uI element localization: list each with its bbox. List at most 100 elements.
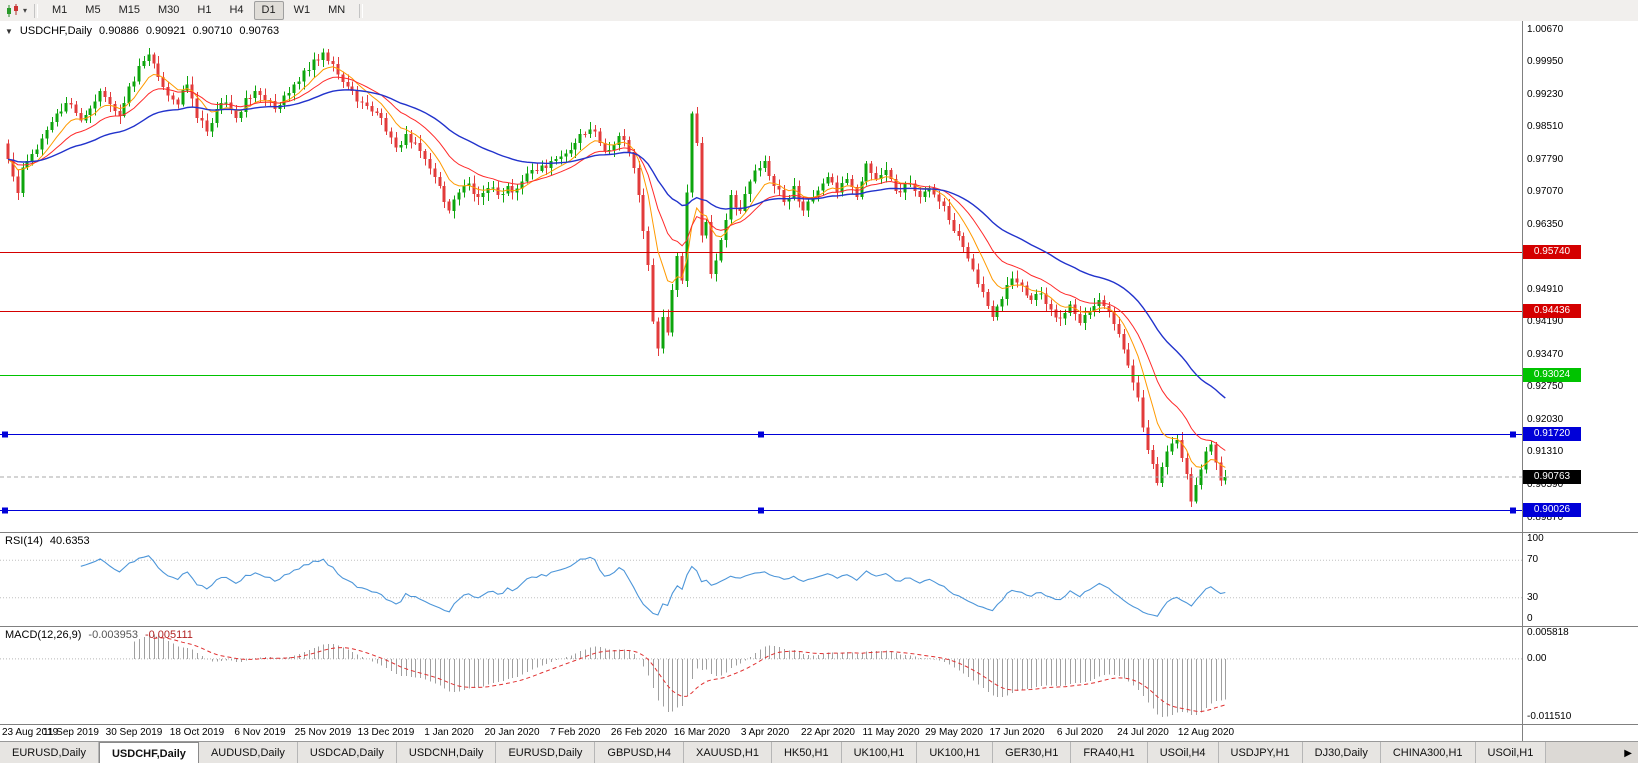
date-label: 26 Feb 2020 <box>610 727 668 738</box>
chart-canvas[interactable] <box>0 21 1638 741</box>
chart-header: ▼ USDCHF,Daily 0.90886 0.90921 0.90710 0… <box>5 25 279 37</box>
date-label: 1 Jan 2020 <box>424 727 474 738</box>
tab-china300-h1[interactable]: CHINA300,H1 <box>1380 742 1476 763</box>
rsi-line <box>80 555 1226 617</box>
timeframe-button-w1[interactable]: W1 <box>293 4 311 16</box>
date-label: 11 May 2020 <box>862 727 920 738</box>
price-badge[interactable]: 0.90026 <box>1523 503 1581 517</box>
price-badge: 0.93024 <box>1523 368 1581 382</box>
date-label: 11 Sep 2019 <box>43 727 99 738</box>
rsi-value: 40.6353 <box>49 535 90 547</box>
timeframe-button-m30[interactable]: M30 <box>157 4 180 16</box>
hline-handle[interactable] <box>758 431 764 438</box>
chart-tabbar: EURUSD,Daily USDCHF,Daily AUDUSD,Daily USDC… <box>0 741 1638 763</box>
date-label: 17 Jun 2020 <box>989 727 1045 738</box>
tab-usdchf-daily[interactable]: USDCHF,Daily <box>98 742 199 763</box>
pane-separators <box>0 21 1638 741</box>
date-label: 25 Nov 2019 <box>294 727 352 738</box>
tab-fra40-h1[interactable]: FRA40,H1 <box>1071 742 1148 763</box>
hline-handle[interactable] <box>1510 431 1516 438</box>
price-axis-label: 0.99950 <box>1527 56 1564 67</box>
date-label: 20 Jan 2020 <box>484 727 540 738</box>
rsi-header: RSI(14) 40.6353 <box>5 535 90 547</box>
tab-audusd-daily[interactable]: AUDUSD,Daily <box>198 742 298 763</box>
ohlc-high: 0.90921 <box>145 25 186 37</box>
price-axis-label: 0.90590 <box>1527 479 1564 490</box>
candles-layer <box>6 47 1227 507</box>
rsi-axis-label: 30 <box>1527 592 1539 603</box>
toolbar-separator <box>359 3 364 18</box>
hline-handle[interactable] <box>1510 507 1516 514</box>
price-badge[interactable]: 0.91720 <box>1523 427 1581 441</box>
date-label: 16 Mar 2020 <box>673 727 731 738</box>
hline-handle[interactable] <box>2 431 8 438</box>
price-axis-label: 0.91310 <box>1527 446 1564 457</box>
price-axis-label: 0.89870 <box>1527 512 1564 523</box>
tab-usoil-h1[interactable]: USOil,H1 <box>1475 742 1547 763</box>
macd-signal-value: -0.005111 <box>144 629 193 641</box>
timeframe-button-m1[interactable]: M1 <box>52 4 68 16</box>
rsi-axis-label: 0 <box>1527 613 1533 624</box>
date-label: 23 Aug 2019 <box>2 727 59 738</box>
hline-handle[interactable] <box>2 507 8 514</box>
tab-ger30-h1[interactable]: GER30,H1 <box>993 742 1072 763</box>
hlines-layer <box>0 252 1522 514</box>
macd-axis-label: 0.00 <box>1527 653 1547 664</box>
macd-axis-label: -0.011510 <box>1527 711 1572 722</box>
ohlc-close: 0.90763 <box>239 25 280 37</box>
macd-histogram <box>134 634 1226 717</box>
ma-slow-line <box>7 89 1226 399</box>
macd-axis-label: 0.005818 <box>1527 627 1569 638</box>
timeframe-button-d1[interactable]: D1 <box>253 1 284 20</box>
macd-signal-line <box>153 637 1226 713</box>
tab-dj30-daily[interactable]: DJ30,Daily <box>1302 742 1381 763</box>
timeframe-button-mn[interactable]: MN <box>328 4 346 16</box>
tab-usoil-h4[interactable]: USOil,H4 <box>1147 742 1219 763</box>
chart-tabs: EURUSD,Daily USDCHF,Daily AUDUSD,Daily USDC… <box>0 742 1547 763</box>
tab-uk100-h1[interactable]: UK100,H1 <box>917 742 994 763</box>
chart-symbol-period: USDCHF,Daily <box>19 25 93 37</box>
tab-eurusd-daily[interactable]: EURUSD,Daily <box>496 742 596 763</box>
tab-scroll-icon[interactable]: ▶ <box>1624 747 1632 759</box>
price-axis-label: 0.92750 <box>1527 381 1564 392</box>
dropdown-caret-icon[interactable]: ▾ <box>23 6 28 15</box>
current-price-badge: 0.90763 <box>1523 470 1581 484</box>
timeframe-toolbar: ▾ M1 M5 M15 M30 H1 H4 D1 W1 MN <box>0 0 1638 22</box>
date-label: 6 Jul 2020 <box>1056 727 1104 738</box>
tab-gbpusd-h4[interactable]: GBPUSD,H4 <box>595 742 684 763</box>
price-badge: 0.95740 <box>1523 245 1581 259</box>
chart-area[interactable]: ▼ USDCHF,Daily 0.90886 0.90921 0.90710 0… <box>0 21 1638 741</box>
timeframe-button-m15[interactable]: M15 <box>118 4 140 16</box>
tab-uk100-h1[interactable]: UK100,H1 <box>841 742 918 763</box>
tab-usdcnh-daily[interactable]: USDCNH,Daily <box>396 742 497 763</box>
chart-type-icon[interactable] <box>3 2 23 19</box>
hline-handle[interactable] <box>758 507 764 514</box>
rsi-axis-label: 70 <box>1527 554 1539 565</box>
price-axis-label: 0.92030 <box>1527 414 1564 425</box>
collapse-icon[interactable]: ▼ <box>5 26 13 36</box>
tab-xauusd-h1[interactable]: XAUUSD,H1 <box>683 742 772 763</box>
tab-hk50-h1[interactable]: HK50,H1 <box>771 742 842 763</box>
date-label: 6 Nov 2019 <box>234 727 286 738</box>
macd-label: MACD(12,26,9) <box>5 629 82 641</box>
price-axis-label: 0.99230 <box>1527 89 1564 100</box>
timeframe-button-m5[interactable]: M5 <box>85 4 101 16</box>
tab-usdcad-daily[interactable]: USDCAD,Daily <box>297 742 397 763</box>
date-label: 18 Oct 2019 <box>169 727 225 738</box>
price-axis-label: 0.96350 <box>1527 219 1564 230</box>
ma-mid-line <box>7 76 1226 451</box>
tab-usdjpy-h1[interactable]: USDJPY,H1 <box>1218 742 1303 763</box>
macd-header: MACD(12,26,9) -0.003953 -0.005111 <box>5 629 193 641</box>
price-axis-label: 0.97790 <box>1527 154 1564 165</box>
timeframe-button-h4[interactable]: H4 <box>229 4 244 16</box>
tab-eurusd-daily[interactable]: EURUSD,Daily <box>0 742 99 763</box>
rsi-axis-label: 100 <box>1527 533 1544 544</box>
date-label: 24 Jul 2020 <box>1117 727 1169 738</box>
date-label: 7 Feb 2020 <box>549 727 601 738</box>
macd-main-value: -0.003953 <box>88 629 138 641</box>
ohlc-low: 0.90710 <box>192 25 233 37</box>
timeframe-button-h1[interactable]: H1 <box>197 4 212 16</box>
date-label: 29 May 2020 <box>925 727 983 738</box>
price-axis-label: 1.00670 <box>1527 24 1564 35</box>
